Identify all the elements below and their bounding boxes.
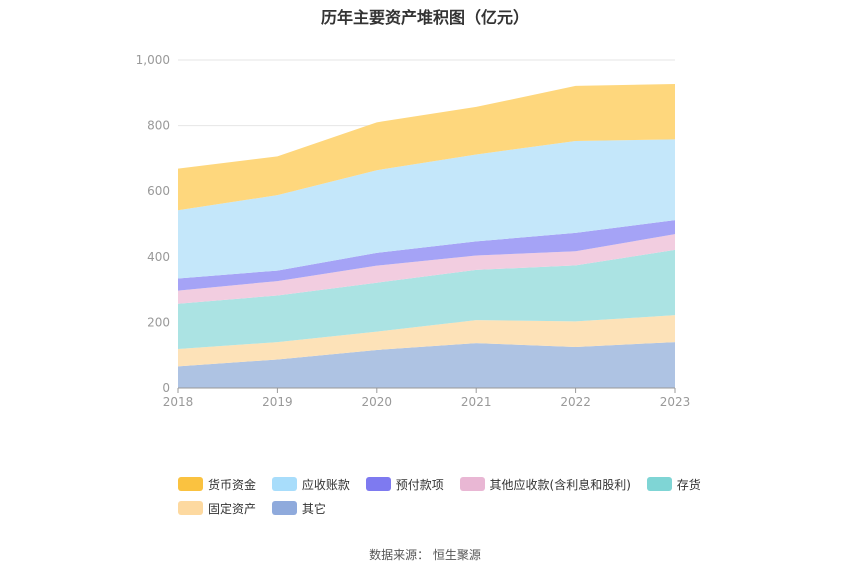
area-货币资金 <box>178 83 675 211</box>
area-其它 <box>178 342 675 388</box>
y-tick-label: 200 <box>147 315 170 329</box>
x-tick-label: 2018 <box>163 395 194 409</box>
legend-item-inventory[interactable]: 存货 <box>646 472 701 496</box>
legend-label: 其他应收款(含利息和股利) <box>489 477 631 492</box>
area-应收账款 <box>178 139 675 279</box>
legend-item-cash[interactable]: 货币资金 <box>178 472 256 496</box>
legend-swatch <box>178 501 203 515</box>
legend-item-receivables[interactable]: 应收账款 <box>271 472 350 496</box>
area-其他应收款(含利息和股利) <box>178 234 675 304</box>
legend-swatch <box>365 477 391 491</box>
legend-item-prepayments[interactable]: 预付款项 <box>365 472 444 496</box>
y-tick-label: 1,000 <box>136 53 170 67</box>
legend-label: 其它 <box>301 501 326 516</box>
legend-swatch <box>646 477 672 491</box>
axes: 0 200 400 600 800 1,000 2018 2019 2020 2021 2022 20… <box>136 53 691 409</box>
chart-title: 历年主要资产堆积图（亿元） <box>320 8 529 27</box>
x-tick-label: 2023 <box>660 395 691 409</box>
legend-label: 预付款项 <box>395 477 444 492</box>
y-tick-label: 0 <box>162 381 170 395</box>
legend-swatch <box>271 477 297 491</box>
legend-item-fixed-assets[interactable]: 固定资产 <box>178 496 256 520</box>
legend-swatch <box>271 501 297 515</box>
y-tick-label: 600 <box>147 184 170 198</box>
legend-item-other-receivables[interactable]: 其他应收款(含利息和股利) <box>459 472 631 496</box>
legend-label: 货币资金 <box>208 477 257 492</box>
y-tick-label: 400 <box>147 250 170 264</box>
area-series <box>178 83 675 388</box>
legend: 货币资金 应收账款 预付款项 其他应收款(含利息和股利) 存货 固定资产 其它 <box>178 472 718 520</box>
area-固定资产 <box>178 315 675 367</box>
legend-label: 存货 <box>676 477 701 492</box>
legend-swatch <box>178 477 203 491</box>
area-存货 <box>178 249 675 349</box>
y-tick-label: 800 <box>147 119 170 133</box>
legend-item-other[interactable]: 其它 <box>271 496 326 520</box>
legend-label: 应收账款 <box>301 477 350 492</box>
area-预付款项 <box>178 220 675 291</box>
legend-swatch <box>459 477 485 491</box>
x-tick-label: 2022 <box>560 395 591 409</box>
data-source: 数据来源： 恒生聚源 <box>369 548 481 562</box>
x-tick-label: 2021 <box>461 395 492 409</box>
x-tick-label: 2019 <box>262 395 293 409</box>
x-tick-label: 2020 <box>362 395 393 409</box>
legend-label: 固定资产 <box>208 501 257 516</box>
